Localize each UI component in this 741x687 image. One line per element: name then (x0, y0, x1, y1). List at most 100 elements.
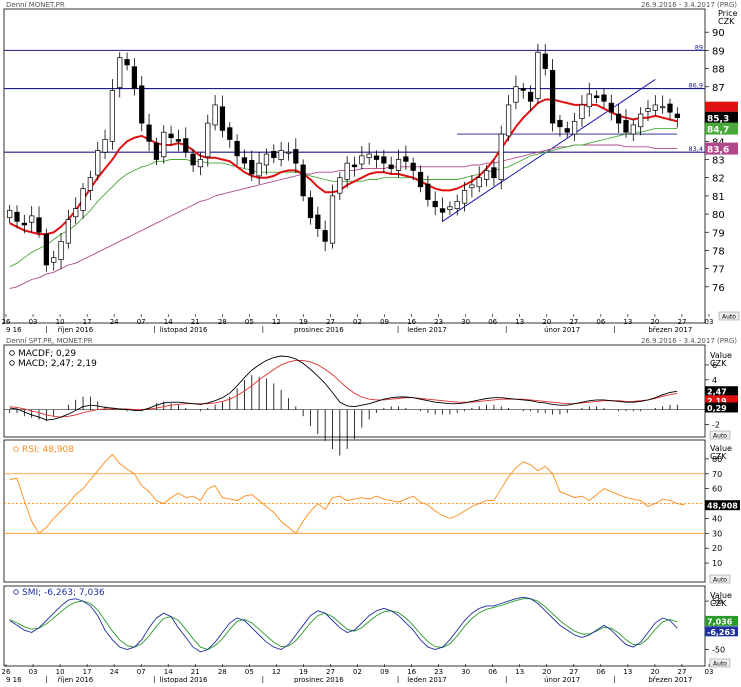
sma-short-line (9, 98, 678, 236)
candle-body (271, 150, 277, 159)
candle-body (461, 190, 468, 204)
candle-body (564, 128, 570, 133)
smi-legend-text: SMI; -6,263; 7,036 (22, 588, 105, 598)
candle-body (667, 103, 673, 113)
price-axis-label: Price (718, 9, 738, 18)
price-month-label: prosinec 2016 (294, 326, 344, 334)
candle-body (183, 138, 189, 153)
candle-body (388, 164, 394, 169)
price-y-tick-label: 82 (712, 174, 725, 185)
svg-text:Auto: Auto (713, 577, 727, 584)
svg-text:Auto: Auto (722, 314, 736, 321)
rsi-y-tick-label: 60 (712, 485, 722, 494)
price-x-tick-label: 27 (326, 318, 335, 326)
smi-x-tick-label: 05 (245, 668, 254, 676)
price-y-tick-label: 77 (712, 265, 725, 276)
candle-body (425, 183, 431, 200)
candle-body (43, 233, 49, 266)
price-badge-bg (705, 101, 738, 112)
price-x-tick-label: 21 (191, 318, 200, 326)
candle-body (21, 222, 27, 226)
price-level-label: 89 (695, 43, 703, 51)
candle-body (87, 177, 93, 191)
svg-text:Auto: Auto (713, 661, 727, 668)
candle-body (674, 113, 680, 119)
svg-text:Auto: Auto (713, 433, 727, 440)
price-y-tick-label: 80 (712, 210, 725, 221)
price-x-tick-label: 03 (705, 318, 714, 326)
candle-body (586, 93, 592, 108)
smi-x-tick-label: 02 (353, 668, 362, 676)
candle-body (7, 210, 13, 219)
rsi-y-tick-label: 30 (712, 529, 722, 538)
candle-body (197, 159, 204, 168)
candle-body (175, 139, 182, 142)
candle-body (65, 219, 71, 244)
price-badge-bg (705, 122, 738, 135)
rsi-legend: RSI; 48,908 (13, 445, 74, 455)
rsi-badge-value: 48,908 (707, 502, 738, 511)
candle-body (139, 85, 145, 124)
candle-body (630, 124, 636, 135)
price-x-tick-label: 05 (245, 318, 254, 326)
price-y-tick-label: 78 (712, 246, 725, 257)
candle-body (432, 200, 438, 208)
smi-auto-button[interactable]: Auto (709, 658, 731, 668)
rsi-panel-frame (3, 439, 706, 583)
candle-body (476, 177, 482, 188)
macd-axis-unit: CZK (710, 359, 727, 368)
price-x-tick-label: 07 (137, 318, 146, 326)
price-panel-range: 26.9.2016 - 3.4.2017 (PRG) (641, 1, 737, 9)
rsi-y-tick-label: 70 (712, 470, 722, 479)
price-y-tick-label: 81 (712, 192, 725, 203)
smi-legend: SMI; -6,263; 7,036 (13, 588, 105, 598)
price-panel-header: Denní MONET.PR (6, 1, 65, 9)
price-x-tick-label: 12 (272, 318, 281, 326)
smi-line (9, 596, 678, 653)
smi-signal-line (9, 598, 678, 650)
price-x-tick-label: 13 (515, 318, 524, 326)
price-x-tick-label: 17 (83, 318, 92, 326)
candle-body (95, 150, 101, 176)
macd-badge-bg (705, 395, 738, 406)
smi-x-tick-label: 16 (407, 668, 416, 676)
price-month-label: leden 2017 (407, 326, 446, 334)
smi-month-label: leden 2017 (407, 676, 446, 683)
candle-body (344, 162, 350, 180)
macd-y-tick-label: -2 (712, 421, 720, 430)
candle-body (439, 208, 446, 213)
price-y-tick-label: 88 (712, 65, 725, 76)
candle-body (227, 127, 233, 140)
candle-body (124, 59, 130, 66)
smi-month-label: listopad 2016 (160, 676, 208, 683)
candle-body (542, 53, 548, 69)
smi-x-tick-label: 26 (2, 668, 11, 676)
smi-x-tick-label: 27 (569, 668, 578, 676)
macd-panel-range: 26.9.2016 - 3.4.2017 (PRG) (641, 337, 737, 345)
candle-body (601, 94, 607, 102)
macd-badge-value: 2,47 (707, 388, 727, 397)
candle-body (109, 90, 116, 142)
macd-auto-button[interactable]: Auto (709, 430, 731, 440)
price-y-tick-label: 87 (712, 83, 725, 94)
candle-body (608, 102, 614, 113)
candle-body (234, 140, 240, 157)
candle-body (51, 257, 57, 263)
candle-body (205, 122, 211, 158)
candle-body (351, 164, 358, 168)
macd-badge-value: 2,19 (707, 397, 727, 406)
candle-body (117, 57, 123, 89)
candle-body (373, 155, 380, 160)
smi-month-label: prosinec 2016 (294, 676, 344, 683)
candle-body (616, 113, 622, 124)
rsi-auto-button[interactable]: Auto (709, 574, 731, 584)
smi-x-start-label: 9 16 (6, 676, 22, 683)
candle-body (535, 51, 541, 99)
candle-body (403, 156, 409, 162)
price-auto-button[interactable]: Auto (718, 311, 740, 321)
macd-y-tick-label: 6 (712, 361, 717, 370)
smi-month-label: říjen 2016 (58, 676, 94, 683)
trend-line (442, 79, 656, 222)
